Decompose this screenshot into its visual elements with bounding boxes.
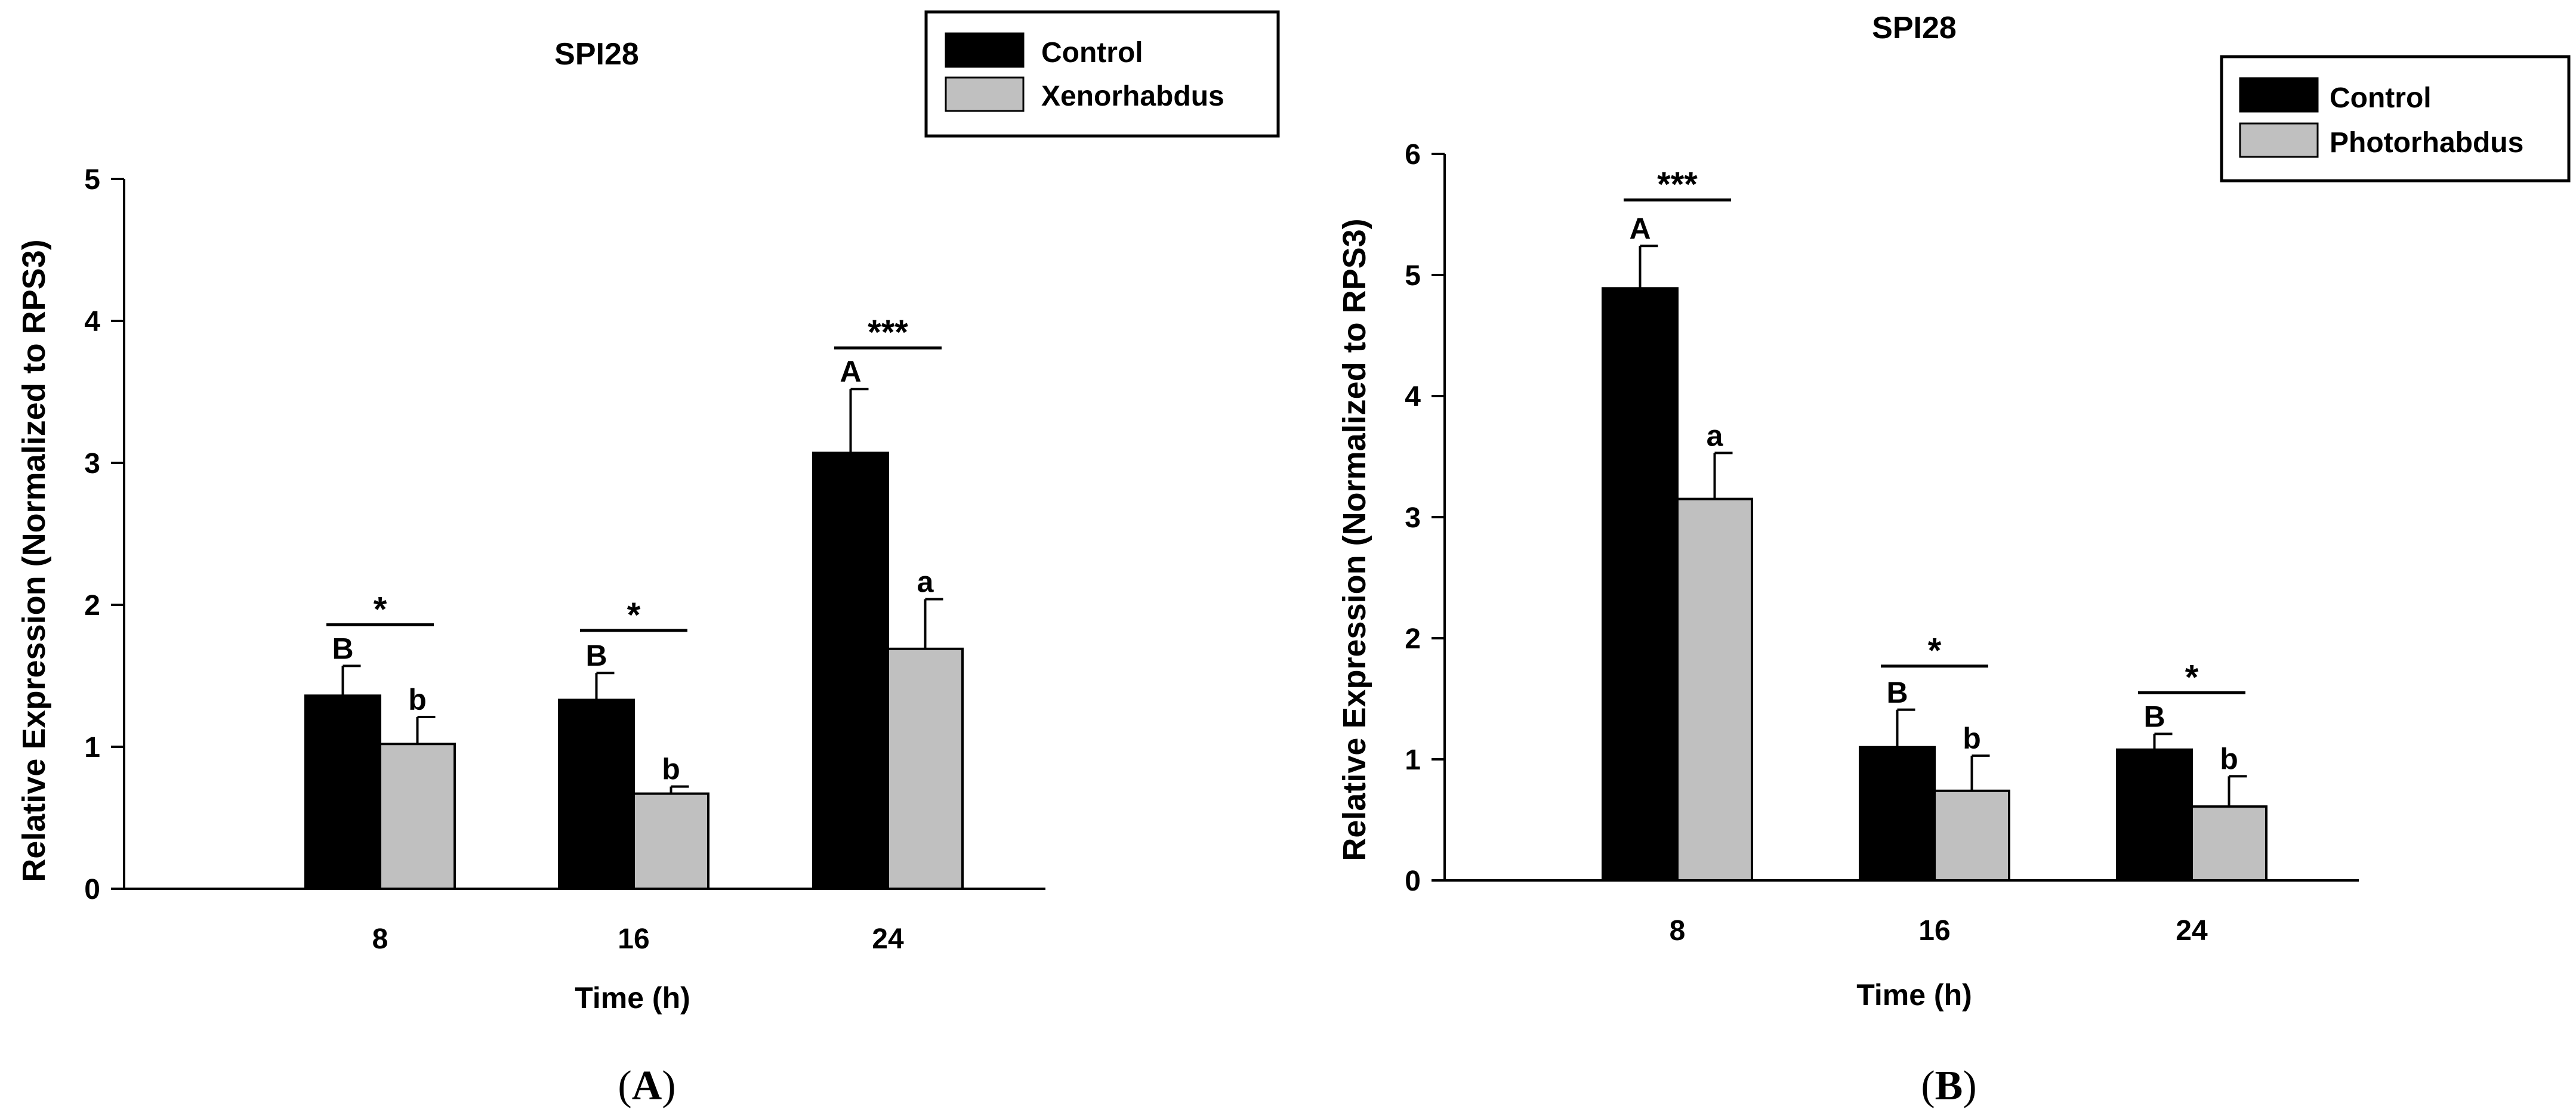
bar-treatment (379, 743, 456, 890)
bar-control (1859, 746, 1936, 882)
y-tick-label: 2 (1405, 623, 1421, 655)
bar-control (812, 452, 889, 890)
y-axis-label: Relative Expression (Normalized to RPS3) (1337, 218, 1372, 861)
legend-label-treatment: Photorhabdus (2330, 127, 2523, 159)
x-axis-label: Time (h) (575, 981, 690, 1015)
legend-label-treatment: Xenorhabdus (1041, 81, 1224, 112)
bar-treatment (1676, 497, 1753, 882)
significance-stars: * (374, 590, 387, 629)
significance-letter: a (1707, 419, 1724, 452)
bar-treatment (2191, 805, 2268, 882)
significance-stars: *** (868, 313, 908, 352)
x-axis-label: Time (h) (1856, 978, 1972, 1012)
bar-control (558, 698, 635, 890)
significance-stars: *** (1657, 165, 1698, 204)
y-tick-label: 5 (1405, 260, 1421, 292)
significance-letter: A (840, 355, 861, 388)
legend-swatch-treatment (945, 76, 1025, 112)
bar-treatment (887, 647, 964, 891)
significance-letter: a (917, 565, 934, 598)
bar-treatment (1933, 789, 2010, 882)
y-tick-label: 3 (84, 448, 100, 480)
legend-swatch-control (2239, 77, 2319, 113)
legend-box (2220, 55, 2571, 183)
significance-letter: B (585, 639, 607, 672)
chart-title: SPI28 (554, 37, 639, 72)
y-tick-label: 3 (1405, 502, 1421, 534)
x-tick-label: 24 (872, 923, 904, 955)
panel-label: (A) (618, 1063, 675, 1109)
legend-label-control: Control (1041, 37, 1143, 69)
legend-box (924, 10, 1280, 138)
chart-panel-b: SPI28 Control Photorhabdus Relative Expr… (1337, 11, 2571, 1109)
legend: Control Photorhabdus (2220, 55, 2571, 183)
x-tick-label: 24 (2176, 915, 2208, 947)
significance-letter: b (2220, 742, 2238, 775)
y-axis-label: Relative Expression (Normalized to RPS3) (16, 239, 52, 882)
y-tick-label: 0 (84, 874, 100, 905)
legend-swatch-control (945, 32, 1025, 68)
x-tick-label: 16 (1918, 915, 1950, 947)
significance-letter: b (1963, 722, 1981, 755)
legend-swatch-treatment (2239, 122, 2319, 158)
legend: Control Xenorhabdus (924, 10, 1280, 138)
panel-label: (B) (1921, 1063, 1976, 1109)
chart-title: SPI28 (1872, 11, 1957, 45)
significance-letter: A (1629, 212, 1651, 245)
x-tick-label: 16 (618, 923, 649, 955)
y-tick-label: 6 (1405, 139, 1421, 171)
x-tick-label: 8 (1670, 915, 1686, 947)
y-tick-label: 4 (1405, 381, 1421, 413)
y-tick-label: 4 (84, 306, 100, 338)
bar-treatment (633, 792, 709, 891)
bar-control (304, 694, 381, 890)
significance-stars: * (1928, 632, 1942, 670)
significance-letter: B (332, 632, 353, 665)
significance-letter: b (662, 753, 680, 786)
chart-panel-a: SPI28 Control Xenorhabdus Relative Expre… (16, 10, 1280, 1109)
significance-letter: B (1886, 676, 1908, 709)
y-tick-label: 5 (84, 164, 100, 196)
significance-stars: * (627, 596, 641, 635)
bar-control (1602, 287, 1679, 882)
significance-letter: B (2143, 700, 2165, 733)
significance-stars: * (2185, 658, 2199, 697)
significance-letter: b (408, 683, 427, 716)
y-tick-label: 0 (1405, 865, 1421, 897)
bar-control (2116, 748, 2193, 882)
legend-label-control: Control (2330, 82, 2432, 114)
y-tick-label: 1 (84, 732, 100, 763)
y-tick-label: 2 (84, 590, 100, 622)
y-tick-label: 1 (1405, 744, 1421, 776)
x-tick-label: 8 (372, 923, 388, 955)
